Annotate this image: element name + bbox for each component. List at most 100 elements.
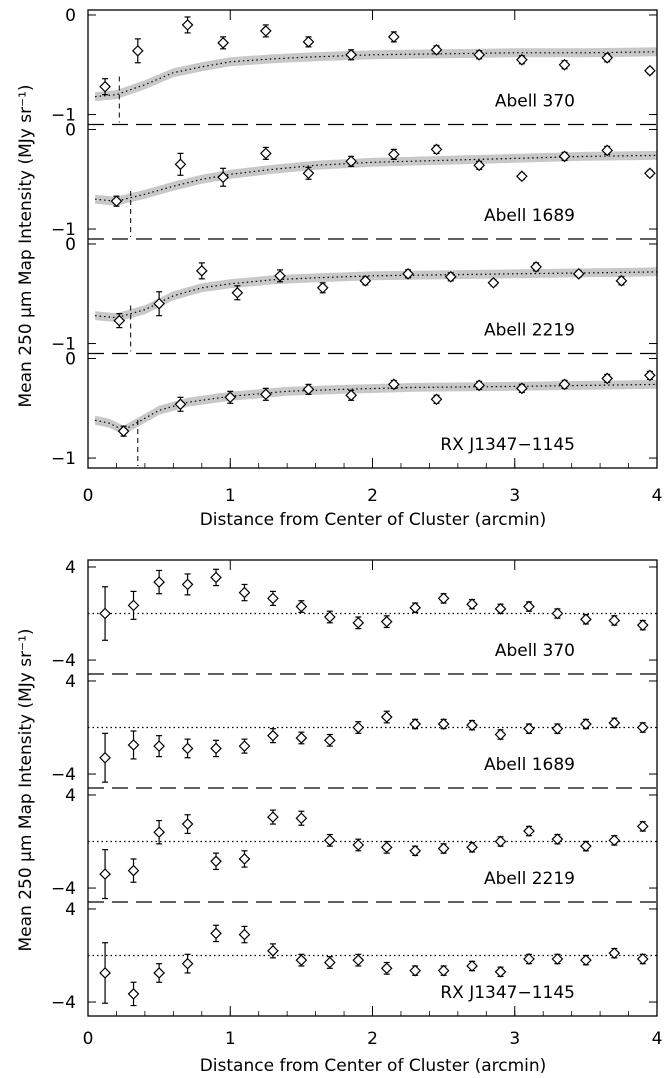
panel-abell-370: Abell 370 0 −1: [51, 6, 658, 126]
diamond-marker: [437, 842, 450, 855]
data-point: [380, 961, 393, 975]
y-tick-label: 4: [65, 786, 76, 806]
data-point: [409, 601, 422, 614]
data-point: [323, 833, 336, 847]
diamond-marker: [608, 947, 621, 960]
data-point: [516, 382, 528, 395]
data-point: [551, 953, 564, 965]
data-point: [217, 36, 229, 50]
diamond-marker: [523, 722, 535, 735]
data-point: [523, 825, 535, 837]
diamond-marker: [302, 167, 315, 180]
data-point: [636, 953, 649, 965]
diamond-marker: [580, 954, 592, 967]
data-point: [267, 590, 279, 606]
data-point: [345, 389, 358, 402]
diamond-marker: [302, 36, 315, 48]
cluster-label: RX J1347−1145: [440, 983, 575, 1003]
diamond-marker: [352, 616, 365, 629]
diamond-marker: [516, 53, 528, 66]
diamond-marker: [608, 717, 621, 729]
diamond-marker: [402, 267, 414, 280]
diamond-marker: [494, 603, 507, 615]
diamond-marker: [530, 261, 542, 273]
diamond-marker: [387, 378, 400, 391]
data-point: [494, 965, 507, 978]
data-point: [295, 810, 308, 826]
data-point: [110, 195, 123, 208]
diamond-marker: [380, 711, 393, 723]
cluster-label: Abell 370: [495, 92, 575, 112]
data-point: [274, 269, 286, 283]
chart-bottom-profiles: Mean 250 μm Map Intensity (MJy sr⁻¹) Dis…: [16, 558, 662, 1076]
data-point: [295, 600, 308, 613]
diamond-marker: [153, 826, 165, 839]
diamond-marker: [210, 927, 222, 940]
data-point: [580, 840, 592, 853]
data-point: [466, 719, 478, 732]
data-point: [238, 738, 251, 754]
data-point: [295, 731, 308, 745]
x-tick-label: 4: [652, 486, 663, 506]
data-point: [644, 167, 656, 180]
data-point: [99, 586, 111, 641]
cluster-label: Abell 1689: [484, 206, 575, 226]
diamond-marker: [174, 158, 187, 171]
diamond-marker: [295, 812, 308, 825]
data-point: [402, 267, 414, 280]
diamond-marker: [127, 988, 140, 1000]
y-tick-label: −1: [51, 449, 76, 469]
data-point: [558, 58, 571, 71]
diamond-marker: [153, 740, 165, 752]
diamond-marker: [494, 965, 507, 978]
y-tick-label: −4: [51, 993, 76, 1013]
data-point: [601, 144, 614, 157]
diamond-marker: [113, 314, 126, 327]
data-point: [181, 738, 194, 759]
diamond-marker: [409, 718, 422, 730]
y-axis-title: Mean 250 μm Map Intensity (MJy sr⁻¹): [16, 628, 36, 951]
data-point: [259, 24, 272, 38]
diamond-marker: [295, 732, 308, 744]
data-point: [153, 291, 165, 317]
diamond-marker: [387, 148, 400, 161]
diamond-marker: [181, 742, 194, 755]
diamond-marker: [295, 954, 308, 967]
data-point: [387, 31, 400, 43]
diamond-marker: [551, 722, 564, 735]
data-point: [238, 583, 251, 602]
diamond-marker: [466, 960, 478, 972]
diamond-marker: [473, 48, 486, 61]
diamond-marker: [466, 598, 478, 611]
data-point: [238, 850, 251, 868]
diamond-marker: [323, 611, 336, 623]
data-point: [551, 722, 564, 735]
data-point: [181, 953, 194, 974]
diamond-marker: [430, 393, 443, 406]
data-point: [259, 387, 272, 401]
model-band: [95, 47, 658, 102]
data-point: [444, 270, 457, 283]
data-point: [580, 954, 592, 967]
diamond-marker: [267, 945, 279, 957]
diamond-marker: [551, 833, 564, 846]
data-point: [523, 600, 535, 613]
data-point: [494, 835, 507, 848]
diamond-marker: [466, 719, 478, 732]
diamond-marker: [210, 855, 222, 868]
data-point: [323, 956, 336, 969]
data-point: [181, 573, 194, 596]
model-band: [95, 379, 658, 435]
data-point: [437, 964, 450, 977]
diamond-marker: [437, 964, 450, 977]
diamond-marker: [644, 64, 656, 77]
diamond-marker: [437, 592, 450, 605]
diamond-marker: [210, 742, 222, 755]
diamond-marker: [110, 195, 123, 208]
diamond-marker: [174, 398, 187, 411]
diamond-marker: [601, 144, 614, 157]
diamond-marker: [380, 962, 393, 975]
diamond-marker: [238, 740, 251, 752]
data-point: [174, 396, 187, 412]
